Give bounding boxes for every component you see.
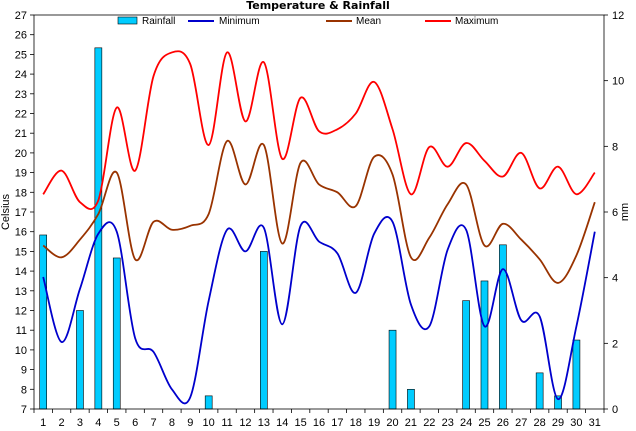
legend-rainfall-swatch xyxy=(117,16,138,25)
x-axis-tick-label: 9 xyxy=(187,417,193,429)
left-axis-tick-label: 12 xyxy=(15,306,27,318)
x-axis-tick-label: 8 xyxy=(169,417,175,429)
x-axis-tick-label: 16 xyxy=(313,417,325,429)
right-axis-tick-label: 2 xyxy=(612,338,618,350)
x-axis-tick-label: 2 xyxy=(59,417,65,429)
left-axis-tick-label: 25 xyxy=(15,49,27,61)
rainfall-bar xyxy=(535,372,544,410)
left-axis-tick-label: 11 xyxy=(16,325,27,337)
left-axis-tick-label: 18 xyxy=(15,187,27,199)
left-axis-tick-label: 13 xyxy=(15,286,27,298)
x-axis-tick-label: 11 xyxy=(221,417,232,429)
x-axis-tick-label: 29 xyxy=(552,417,564,429)
x-axis-tick-label: 10 xyxy=(203,417,215,429)
rainfall-bar xyxy=(260,251,268,410)
left-axis-tick-label: 23 xyxy=(15,89,27,101)
x-axis-tick-label: 13 xyxy=(258,417,270,429)
x-axis-tick-label: 24 xyxy=(460,417,472,429)
left-axis-tick-label: 15 xyxy=(15,246,27,258)
x-axis-tick-label: 31 xyxy=(589,417,601,429)
rainfall-bar xyxy=(76,310,84,410)
right-axis-tick-label: 6 xyxy=(612,207,618,219)
x-axis-tick-label: 15 xyxy=(294,417,306,429)
left-axis-tick-label: 19 xyxy=(15,168,27,180)
right-axis-title: mm xyxy=(619,203,631,221)
left-axis-tick-label: 14 xyxy=(15,266,27,278)
x-axis-tick-label: 28 xyxy=(534,417,546,429)
x-axis-tick-label: 21 xyxy=(405,417,417,429)
x-axis-tick-label: 25 xyxy=(478,417,490,429)
left-axis-tick-label: 27 xyxy=(15,10,27,22)
x-axis-tick-label: 17 xyxy=(331,417,343,429)
x-axis-tick-label: 23 xyxy=(442,417,454,429)
legend-minimum-label: Minimum xyxy=(219,16,260,27)
rainfall-bar xyxy=(204,395,213,410)
left-axis-tick-label: 17 xyxy=(15,207,27,219)
left-axis-tick-label: 7 xyxy=(21,404,27,416)
right-axis-tick-label: 10 xyxy=(612,76,624,88)
x-axis-tick-label: 19 xyxy=(368,417,380,429)
rainfall-bar xyxy=(388,329,397,410)
left-axis-tick-label: 20 xyxy=(15,148,27,160)
left-axis-tick-label: 10 xyxy=(15,345,27,357)
x-axis-tick-label: 7 xyxy=(150,417,156,429)
right-axis-tick-label: 0 xyxy=(612,404,618,416)
x-axis-tick-label: 20 xyxy=(386,417,398,429)
rainfall-bar xyxy=(572,339,581,410)
x-axis-tick-label: 27 xyxy=(515,417,527,429)
right-axis-tick-label: 12 xyxy=(612,10,624,22)
x-axis-tick-label: 4 xyxy=(95,417,101,429)
x-axis-tick-label: 12 xyxy=(239,417,251,429)
legend: Rainfall Minimum Mean Maximum xyxy=(117,16,498,27)
rainfall-bar xyxy=(462,300,470,410)
x-axis-tick-label: 3 xyxy=(77,417,83,429)
rainfall-bar xyxy=(480,280,489,410)
left-axis-tick-label: 16 xyxy=(15,227,27,239)
mean-line xyxy=(42,140,596,284)
legend-maximum-label: Maximum xyxy=(455,16,498,27)
maximum-line xyxy=(42,50,596,210)
right-axis-tick-label: 8 xyxy=(612,141,618,153)
legend-rainfall-label: Rainfall xyxy=(142,16,175,27)
x-axis-tick-label: 30 xyxy=(570,417,582,429)
left-axis-tick-label: 9 xyxy=(21,365,27,377)
left-axis-tick-label: 24 xyxy=(15,69,27,81)
x-axis-tick-label: 22 xyxy=(423,417,435,429)
minimum-line xyxy=(42,216,596,405)
x-axis-tick-label: 18 xyxy=(350,417,362,429)
rainfall-bar xyxy=(94,47,103,410)
x-axis-tick-label: 14 xyxy=(276,417,288,429)
x-axis-tick-label: 26 xyxy=(497,417,509,429)
legend-mean-label: Mean xyxy=(356,16,381,27)
x-axis-tick-label: 6 xyxy=(132,417,138,429)
chart-title: Temperature & Rainfall xyxy=(246,0,390,12)
left-axis-tick-label: 26 xyxy=(15,30,27,42)
left-axis-title: Celsius xyxy=(0,193,12,230)
x-axis-tick-label: 1 xyxy=(40,417,46,429)
rainfall-bar xyxy=(39,234,47,410)
rainfall-bar xyxy=(407,388,415,410)
rainfall-bar xyxy=(112,257,121,410)
left-axis-tick-label: 22 xyxy=(15,109,27,121)
x-axis-tick-label: 5 xyxy=(114,417,120,429)
right-axis-tick-label: 4 xyxy=(612,273,618,285)
left-axis-tick-label: 21 xyxy=(15,128,27,140)
left-axis-tick-label: 8 xyxy=(21,384,27,396)
